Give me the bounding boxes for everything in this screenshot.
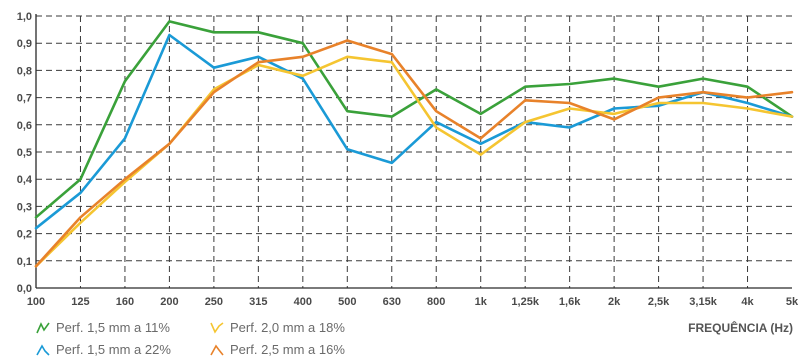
legend-label-series-1: Perf. 1,5 mm a 11% — [56, 320, 170, 335]
x-tick-label: 800 — [427, 296, 445, 308]
y-tick-label: 0,0 — [17, 283, 32, 295]
legend-label-series-4: Perf. 2,5 mm a 16% — [230, 342, 345, 357]
y-tick-label: 1,0 — [17, 11, 32, 23]
x-tick-label: 200 — [160, 296, 178, 308]
x-tick-label: 1k — [475, 296, 488, 308]
y-tick-label: 0,4 — [17, 174, 33, 186]
x-tick-label: 1,25k — [511, 296, 539, 308]
legend-item-series-2: Perf. 1,5 mm a 22% — [36, 342, 171, 357]
y-tick-label: 0,6 — [17, 120, 32, 132]
y-tick-label: 0,9 — [17, 38, 32, 50]
orange-line-icon — [210, 344, 224, 355]
blue-line-icon — [36, 343, 50, 356]
y-tick-label: 0,7 — [17, 93, 32, 105]
x-tick-label: 500 — [338, 296, 356, 308]
series-line-1 — [34, 20, 794, 219]
x-tick-label: 250 — [205, 296, 223, 308]
series-line-4 — [34, 39, 794, 268]
yellow-line-icon — [210, 321, 224, 334]
x-tick-label: 125 — [71, 296, 89, 308]
green-line-icon — [36, 321, 50, 333]
legend: Perf. 1,5 mm a 11% Perf. 2,0 mm a 18% Pe… — [36, 318, 416, 360]
legend-item-series-4: Perf. 2,5 mm a 16% — [210, 342, 345, 357]
x-tick-label: 1,6k — [559, 296, 581, 308]
series-line-3 — [34, 55, 794, 268]
y-tick-label: 0,5 — [17, 147, 32, 159]
x-tick-label: 315 — [249, 296, 267, 308]
x-tick-label: 5k — [786, 296, 799, 308]
x-tick-label: 3,15k — [689, 296, 717, 308]
x-tick-label: 400 — [294, 296, 312, 308]
y-tick-label: 0,1 — [17, 256, 32, 268]
y-tick-label: 0,2 — [17, 229, 32, 241]
x-tick-label: 2k — [608, 296, 621, 308]
x-tick-label: 4k — [741, 296, 754, 308]
x-tick-label: 630 — [383, 296, 401, 308]
y-tick-label: 0,3 — [17, 201, 32, 213]
x-tick-label: 100 — [27, 296, 45, 308]
x-tick-label: 160 — [116, 296, 134, 308]
y-tick-label: 0,8 — [17, 65, 32, 77]
legend-label-series-2: Perf. 1,5 mm a 22% — [56, 342, 171, 357]
x-tick-label: 2,5k — [648, 296, 670, 308]
series-line-2 — [34, 33, 794, 230]
legend-item-series-3: Perf. 2,0 mm a 18% — [210, 320, 345, 335]
legend-label-series-3: Perf. 2,0 mm a 18% — [230, 320, 345, 335]
x-axis-label: FREQUÊNCIA (Hz) — [688, 321, 793, 335]
line-chart: 0,0 0,1 0,2 0,3 0,4 0,5 0,6 0,7 0,8 0,9 1,0 100 125 1… — [17, 11, 799, 308]
legend-item-series-1: Perf. 1,5 mm a 11% — [36, 320, 170, 335]
